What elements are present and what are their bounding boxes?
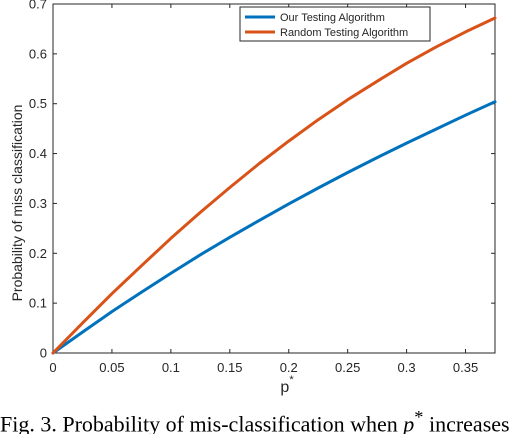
x-tick-label: 0.05: [99, 360, 124, 375]
y-axis-label: Probability of miss classification: [9, 105, 25, 302]
y-tick-label: 0.6: [29, 46, 47, 61]
x-tick-label: 0.35: [453, 360, 478, 375]
series-line-1: [51, 100, 497, 355]
legend-entry-label: Our Testing Algorithm: [280, 12, 385, 24]
legend-box: [239, 6, 431, 42]
figure-caption: Fig. 3. Probability of mis-classificatio…: [0, 402, 532, 434]
series-lines: [51, 16, 497, 355]
axis-labels: p* Probability of miss classification: [9, 105, 294, 396]
x-tick-label: 0: [49, 360, 56, 375]
y-tick-label: 0.4: [29, 146, 47, 161]
y-tick-label: 0.5: [29, 96, 47, 111]
y-tick-label: 0.7: [29, 0, 47, 12]
caption-superscript: *: [414, 407, 424, 427]
x-tick-label: 0.2: [280, 360, 298, 375]
x-tick-label: 0.3: [398, 360, 416, 375]
y-tick-label: 0.1: [29, 296, 47, 311]
y-axis: 0 0.1 0.2 0.3 0.4 0.5 0.6 0.7: [29, 0, 495, 361]
plot-frame: [52, 3, 496, 354]
caption-prefix: Fig. 3. Probability of mis-classificatio…: [0, 411, 404, 434]
y-tick-label: 0.3: [29, 196, 47, 211]
plot-area: [52, 3, 496, 354]
x-tick-label: 0.25: [335, 360, 360, 375]
x-axis-label: p*: [280, 374, 294, 396]
legend: Our Testing Algorithm Random Testing Algo…: [239, 6, 431, 42]
caption-suffix: increases: [423, 411, 510, 434]
x-tick-label: 0.1: [162, 360, 180, 375]
legend-entry-label: Random Testing Algorithm: [280, 27, 408, 39]
caption-variable: p: [403, 411, 415, 434]
y-tick-label: 0: [40, 346, 47, 361]
x-tick-label: 0.15: [217, 360, 242, 375]
x-axis: 0 0.05 0.1 0.15 0.2 0.25 0.3 0.35: [49, 4, 478, 375]
series-line-2: [51, 16, 497, 355]
y-tick-label: 0.2: [29, 246, 47, 261]
